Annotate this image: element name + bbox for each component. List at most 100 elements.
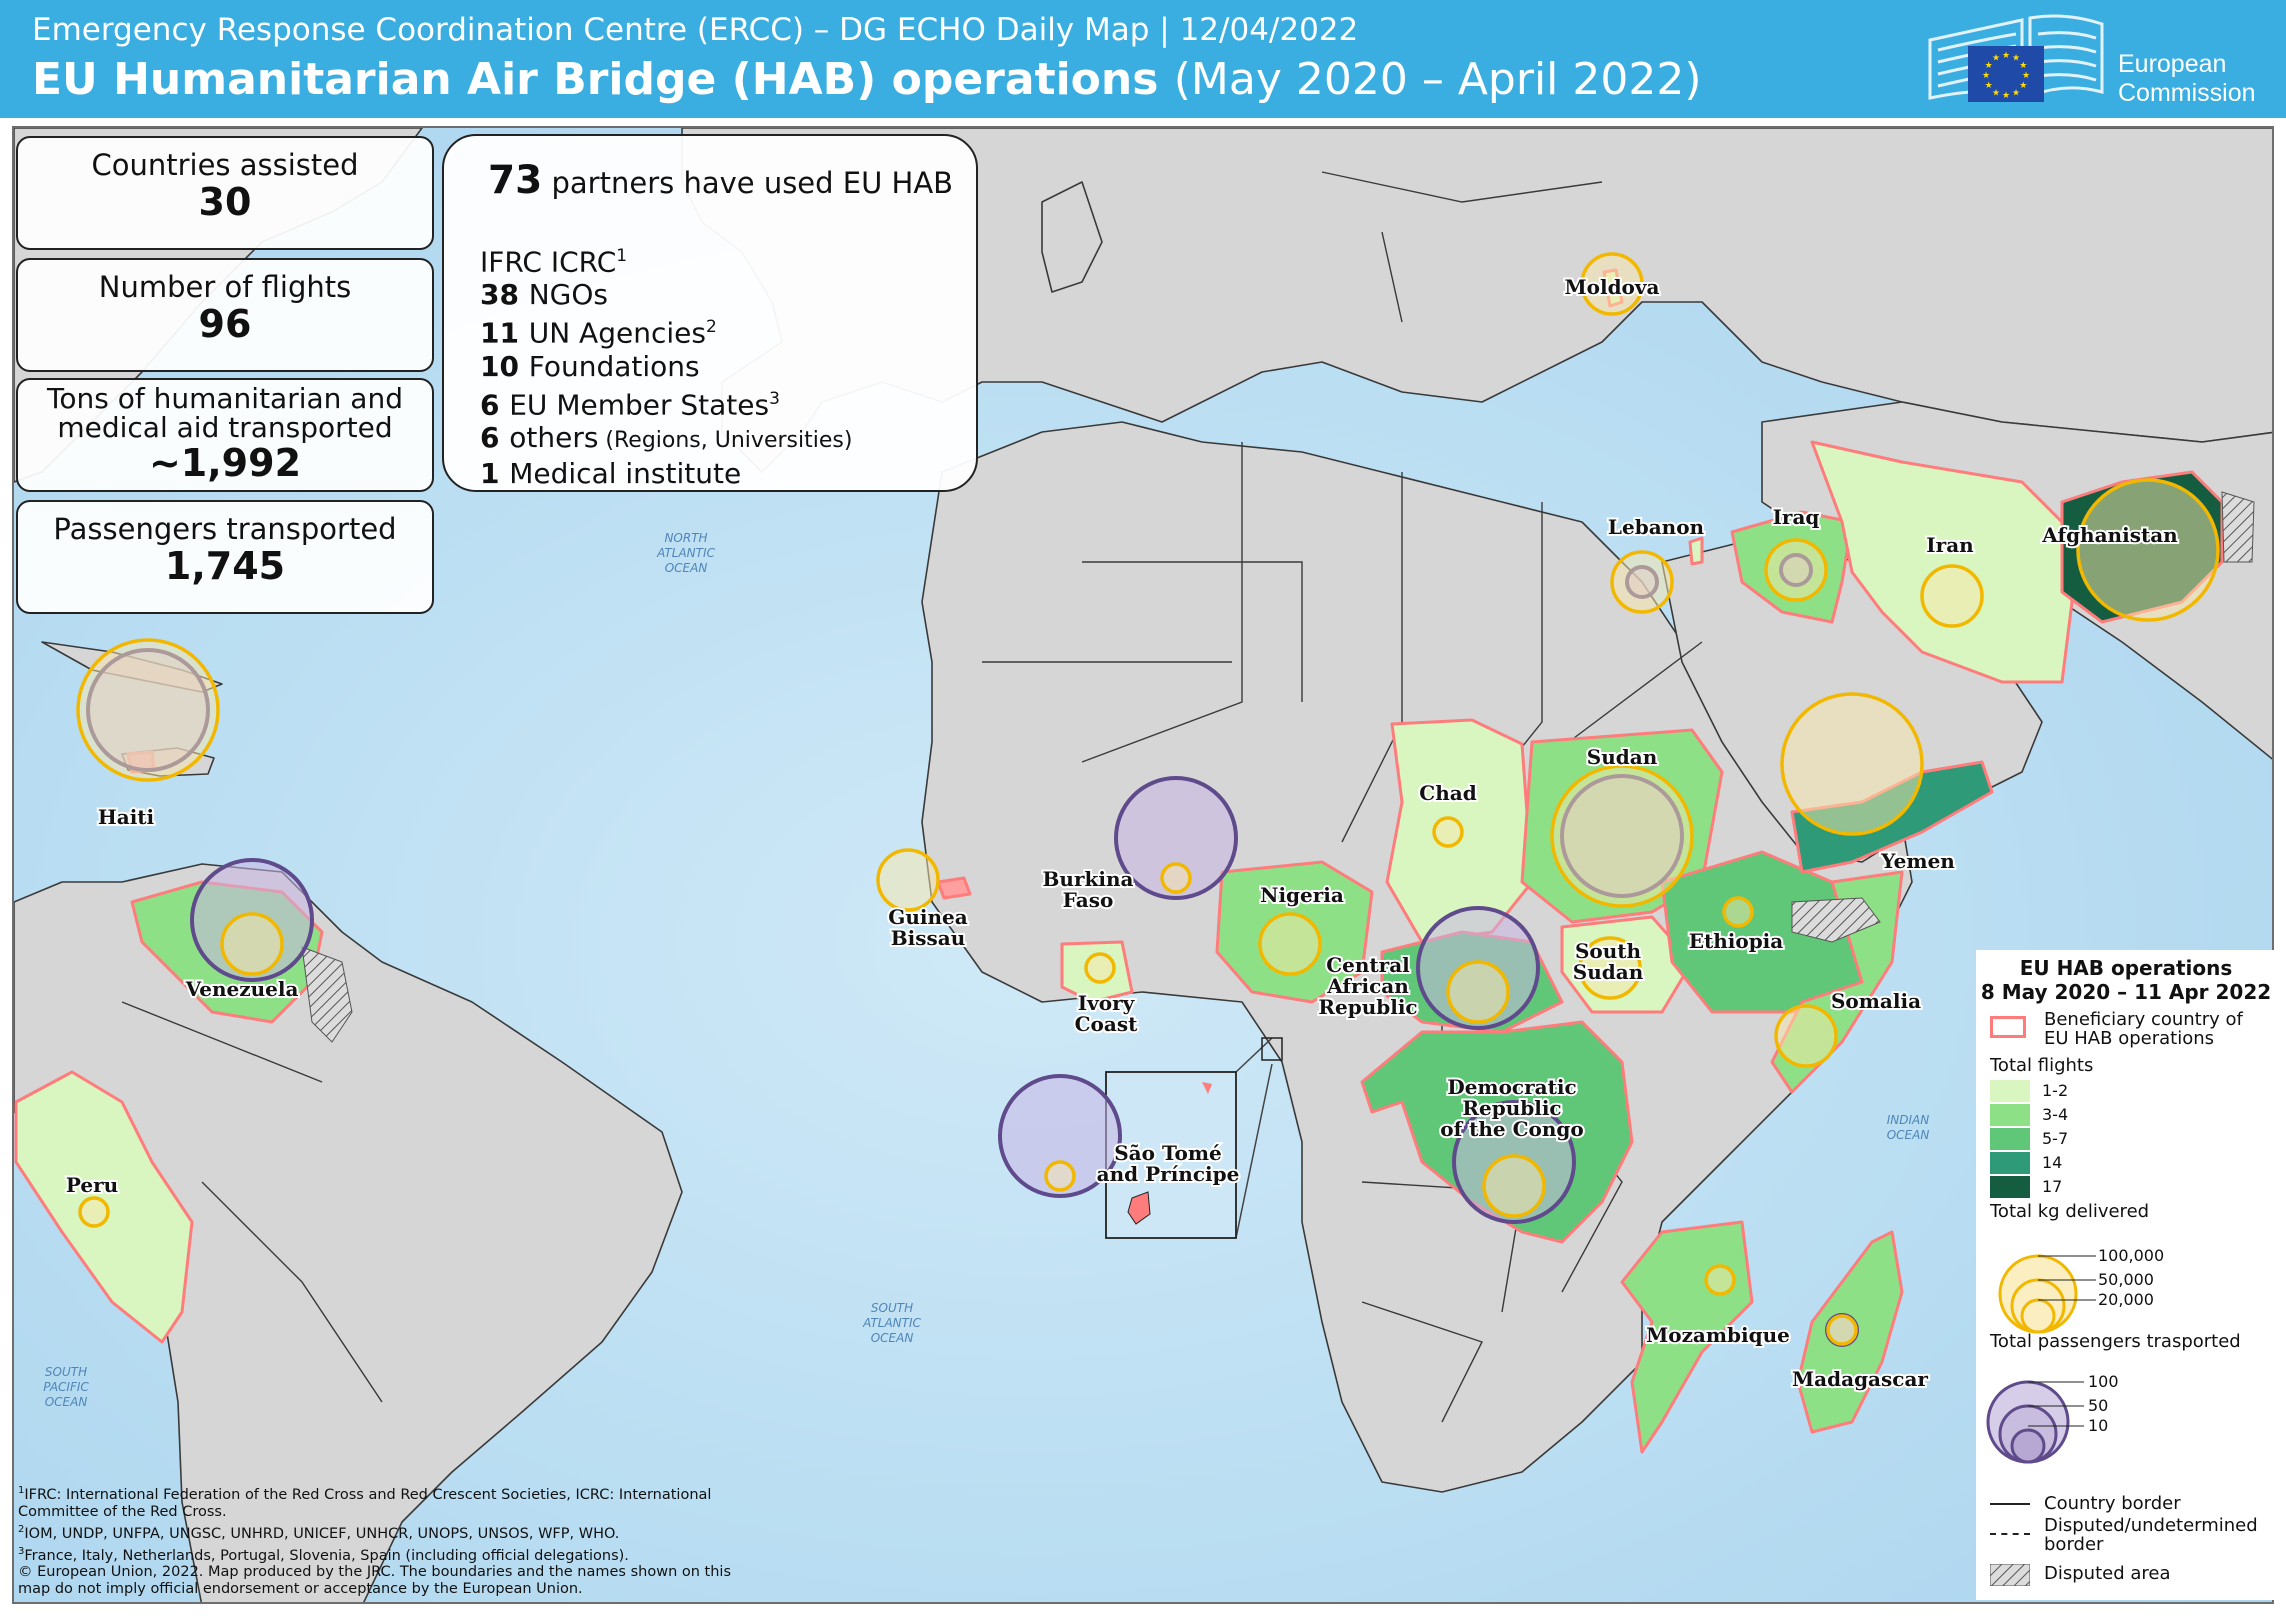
- country-label-lebanon: Lebanon: [1608, 515, 1705, 539]
- logo-text-1: European: [2118, 50, 2227, 78]
- partner-count: 6: [480, 420, 510, 454]
- partner-type: UN Agencies: [528, 316, 706, 350]
- svg-text:★: ★: [1992, 88, 2000, 98]
- kg-ring-yemen: [1780, 692, 1924, 836]
- country-label-venezuela: Venezuela: [185, 977, 299, 1001]
- svg-text:★: ★: [1992, 54, 2000, 64]
- kg-ring-moldova: [1580, 252, 1644, 316]
- svg-text:★: ★: [2012, 54, 2020, 64]
- country-label-line: Ivory: [1078, 991, 1136, 1015]
- kg-ring-madagascar: [1826, 1314, 1858, 1346]
- svg-text:★: ★: [2022, 71, 2030, 81]
- country-label-ivory-coast: Ivory Coast: [1075, 991, 1138, 1036]
- footnotes: 1IFRC: International Federation of the R…: [18, 1482, 732, 1598]
- beneficiary-swatch: [1990, 1016, 2026, 1038]
- pax-legend-rings: [1986, 1380, 2084, 1464]
- pax-value-100: 100: [2088, 1372, 2119, 1391]
- ocean-label-line: NORTH: [664, 531, 707, 545]
- svg-text:★: ★: [1985, 81, 1993, 91]
- partner-type: others: [509, 420, 599, 454]
- partners-headline-text: partners have used EU HAB: [551, 166, 954, 200]
- stat-value: 1,745: [164, 544, 286, 588]
- country-label-moldova: Moldova: [1565, 275, 1660, 299]
- country-border-line: [1990, 1503, 2030, 1505]
- footnote-text: © European Union, 2022. Map produced by …: [18, 1564, 731, 1598]
- footnote-number: 3: [18, 1545, 25, 1557]
- country-label-line: Ethiopia: [1689, 929, 1784, 953]
- ocean-label-line: INDIAN: [1887, 1113, 1930, 1127]
- partner-item: 6 EU Member States3: [480, 383, 852, 421]
- footnote-ref: 1: [616, 246, 628, 266]
- kg-ring-democratic-republic-of-the-congo: [1482, 1154, 1546, 1218]
- flight-class-label: 1-2: [2042, 1081, 2069, 1100]
- kg-ring-south-sudan: [1578, 936, 1642, 1000]
- kg-ring-haiti: [76, 638, 220, 782]
- partner-item: 6 others (Regions, Universities): [480, 421, 852, 457]
- partner-count: 38: [480, 278, 529, 312]
- ocean-label-line: SOUTH: [45, 1365, 87, 1379]
- footnote: 2IOM, UNDP, UNFPA, UNGSC, UNHRD, UNICEF,…: [18, 1521, 732, 1543]
- map-canvas[interactable]: Haiti Venezuela Peru Guinea Bissau Burkina Fas…: [14, 128, 2274, 1604]
- legend-beneficiary-2: EU HAB operations: [2044, 1028, 2214, 1049]
- stat-label: Number of flights: [98, 270, 352, 304]
- flight-class-swatch: [1990, 1152, 2030, 1174]
- country-label-line: São Tomé: [1114, 1141, 1222, 1165]
- legend-beneficiary-1: Beneficiary country of: [2044, 1009, 2243, 1030]
- ocean-label-south-atlantic-ocean: SOUTH ATLANTIC OCEAN: [862, 1301, 921, 1345]
- partner-type: Medical institute: [509, 456, 742, 490]
- legend-country-border: Country border: [2044, 1493, 2181, 1514]
- country-label-guinea-bissau: Guinea Bissau: [888, 905, 967, 950]
- footnote: © European Union, 2022. Map produced by …: [18, 1564, 732, 1598]
- footnote-number: 2: [18, 1523, 25, 1535]
- flight-class-swatch: [1990, 1128, 2030, 1150]
- country-label-line: South: [1575, 939, 1642, 963]
- partner-count: 6: [480, 387, 510, 421]
- sao-tome-island: [1127, 1191, 1151, 1225]
- partner-item: 1 Medical institute: [480, 457, 852, 490]
- disputed-area-swatch: [1990, 1564, 2030, 1586]
- flight-class-swatch: [1990, 1176, 2030, 1198]
- ec-name: European Commission: [2118, 50, 2256, 108]
- map-title: EU Humanitarian Air Bridge (HAB) operati…: [32, 54, 1702, 105]
- country-label-line: Republic: [1462, 1096, 1561, 1120]
- footnote-ref: 3: [769, 388, 780, 409]
- country-label-line: African: [1326, 974, 1409, 998]
- legend-pax-title: Total passengers trasported: [1990, 1331, 2241, 1352]
- country-label-line: and Príncipe: [1097, 1162, 1240, 1186]
- country-label-line: Afghanistan: [2041, 523, 2178, 547]
- stat-label: Passengers transported: [53, 512, 397, 546]
- partner-count: 10: [480, 349, 529, 383]
- country-label-line: Madagascar: [1792, 1367, 1928, 1391]
- kg-ring-venezuela: [220, 912, 284, 976]
- country-label-yemen: Yemen: [1880, 849, 1955, 873]
- kg-ring-iran: [1920, 564, 1984, 628]
- country-labels: Haiti Venezuela Peru Guinea Bissau Burkina Fas…: [64, 273, 2180, 1393]
- country-area-guinea-bissau: [936, 876, 972, 900]
- ocean-label-line: OCEAN: [665, 561, 708, 575]
- title-main: EU Humanitarian Air Bridge (HAB) operati…: [32, 54, 1159, 105]
- country-label-line: Iraq: [1773, 505, 1820, 529]
- kg-value-50000: 50,000: [2098, 1270, 2154, 1289]
- footnote: 3France, Italy, Netherlands, Portugal, S…: [18, 1543, 732, 1565]
- ocean-label-indian-ocean: INDIAN OCEAN: [1887, 1113, 1930, 1142]
- country-label-line: Haiti: [98, 805, 155, 829]
- partner-item: 11 UN Agencies2: [480, 311, 852, 350]
- title-period: (May 2020 – April 2022): [1173, 54, 1702, 105]
- inset-frame: [1105, 1071, 1237, 1239]
- country-label-line: Somalia: [1831, 989, 1921, 1013]
- svg-text:★: ★: [1982, 71, 1990, 81]
- kg-ring-mozambique: [1704, 1264, 1736, 1296]
- footnote-ref: 2: [705, 317, 717, 338]
- country-label-line: Mozambique: [1646, 1323, 1790, 1347]
- disputed-area-guyana: [301, 946, 353, 1043]
- partner-note: (Regions, Universities): [598, 427, 853, 453]
- country-label-haiti: Haiti: [98, 805, 155, 829]
- partner-type: Foundations: [528, 349, 700, 383]
- partner-item: 38 NGOs: [480, 278, 852, 311]
- legend: EU HAB operations 8 May 2020 – 11 Apr 20…: [1976, 950, 2276, 1600]
- country-label-line: Sudan: [1587, 745, 1658, 769]
- country-label-line: Guinea: [888, 905, 967, 929]
- country-label-iraq: Iraq: [1773, 505, 1820, 529]
- country-label-line: Faso: [1063, 888, 1114, 912]
